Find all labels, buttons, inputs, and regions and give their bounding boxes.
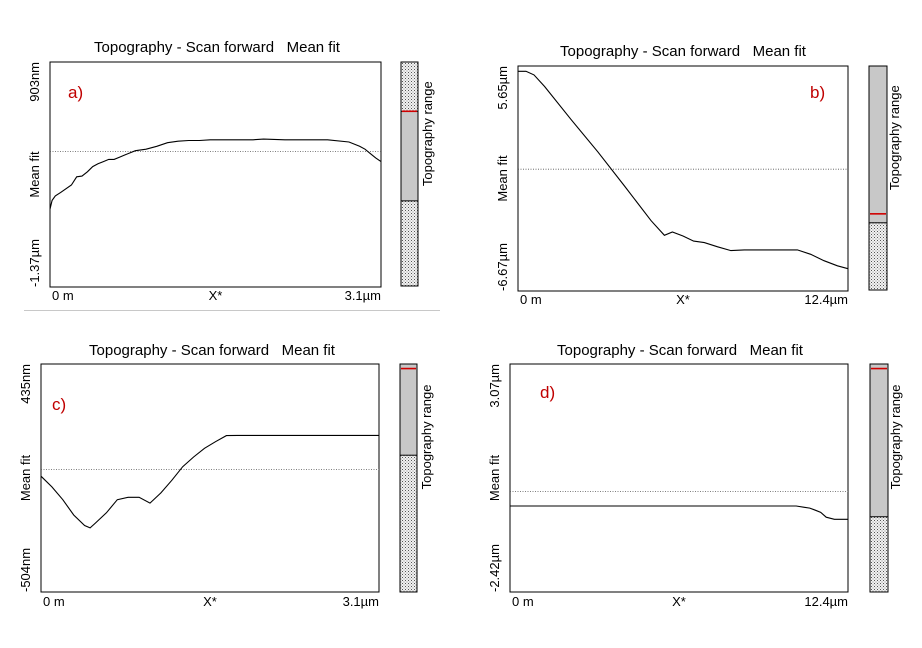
y-tick-label: -6.67µm (495, 243, 510, 291)
y-tick-label: 903nm (27, 62, 42, 102)
panel-a: Topography - Scan forward Mean fit a) 903n… (0, 0, 461, 324)
panel-d: Topography - Scan forward Mean fit d) 3.07… (466, 322, 922, 646)
plot-frame (517, 65, 849, 292)
y-axis-label: Mean fit (487, 454, 502, 501)
x-axis-label: X* (209, 288, 223, 303)
chart-title: Topography - Scan forward Mean fit (94, 39, 341, 56)
x-tick-label: 3.1µm (343, 594, 379, 609)
x-axis-label: X* (203, 594, 217, 609)
x-tick-label: 0 m (520, 292, 542, 307)
profile-line (49, 138, 382, 210)
chart-title: Topography - Scan forward Mean fit (89, 342, 336, 359)
y-tick-label: -504nm (18, 548, 33, 592)
profile-line (510, 505, 848, 520)
y-tick-label: 3.07µm (487, 364, 502, 408)
x-tick-label: 0 m (52, 288, 74, 303)
colorbar-label: Topography range (419, 385, 434, 490)
panel-letter: c) (52, 395, 66, 414)
plot-frame (40, 363, 380, 593)
y-tick-label: 435nm (18, 364, 33, 404)
plot-frame (509, 363, 849, 593)
chart-svg: Topography - Scan forward Mean fit a) 903n… (27, 39, 435, 303)
panel-divider (24, 310, 440, 311)
colorbar-label: Topography range (420, 81, 435, 186)
x-tick-label: 0 m (43, 594, 65, 609)
x-axis-label: X* (676, 292, 690, 307)
panel-c: Topography - Scan forward Mean fit c) 435n… (0, 322, 461, 646)
panel-letter: a) (68, 83, 83, 102)
panel-letter: d) (540, 383, 555, 402)
colorbar-range (400, 110, 419, 202)
chart-svg: Topography - Scan forward Mean fit d) 3.07… (487, 342, 903, 609)
panel-letter: b) (810, 83, 825, 102)
y-axis-label: Mean fit (27, 151, 42, 198)
y-axis-label: Mean fit (495, 155, 510, 202)
x-tick-label: 0 m (512, 594, 534, 609)
x-axis-label: X* (672, 594, 686, 609)
plot-frame (49, 61, 382, 288)
colorbar-range (869, 363, 889, 518)
profile-line (518, 70, 849, 270)
colorbar-label: Topography range (888, 385, 903, 490)
chart-title: Topography - Scan forward Mean fit (560, 43, 807, 60)
profile-line (40, 434, 379, 529)
colorbar-range (868, 65, 888, 224)
panel-b: Topography - Scan forward Mean fit b) 5.65… (466, 0, 922, 324)
y-tick-label: -2.42µm (487, 544, 502, 592)
y-tick-label: -1.37µm (27, 239, 42, 287)
chart-svg: Topography - Scan forward Mean fit b) 5.65… (495, 43, 902, 307)
x-tick-label: 3.1µm (345, 288, 381, 303)
chart-svg: Topography - Scan forward Mean fit c) 435n… (18, 342, 434, 609)
x-tick-label: 12.4µm (804, 292, 848, 307)
y-tick-label: 5.65µm (495, 66, 510, 110)
colorbar-label: Topography range (887, 85, 902, 190)
chart-title: Topography - Scan forward Mean fit (557, 342, 804, 359)
x-tick-label: 12.4µm (804, 594, 848, 609)
y-axis-label: Mean fit (18, 454, 33, 501)
colorbar-range (399, 363, 418, 456)
